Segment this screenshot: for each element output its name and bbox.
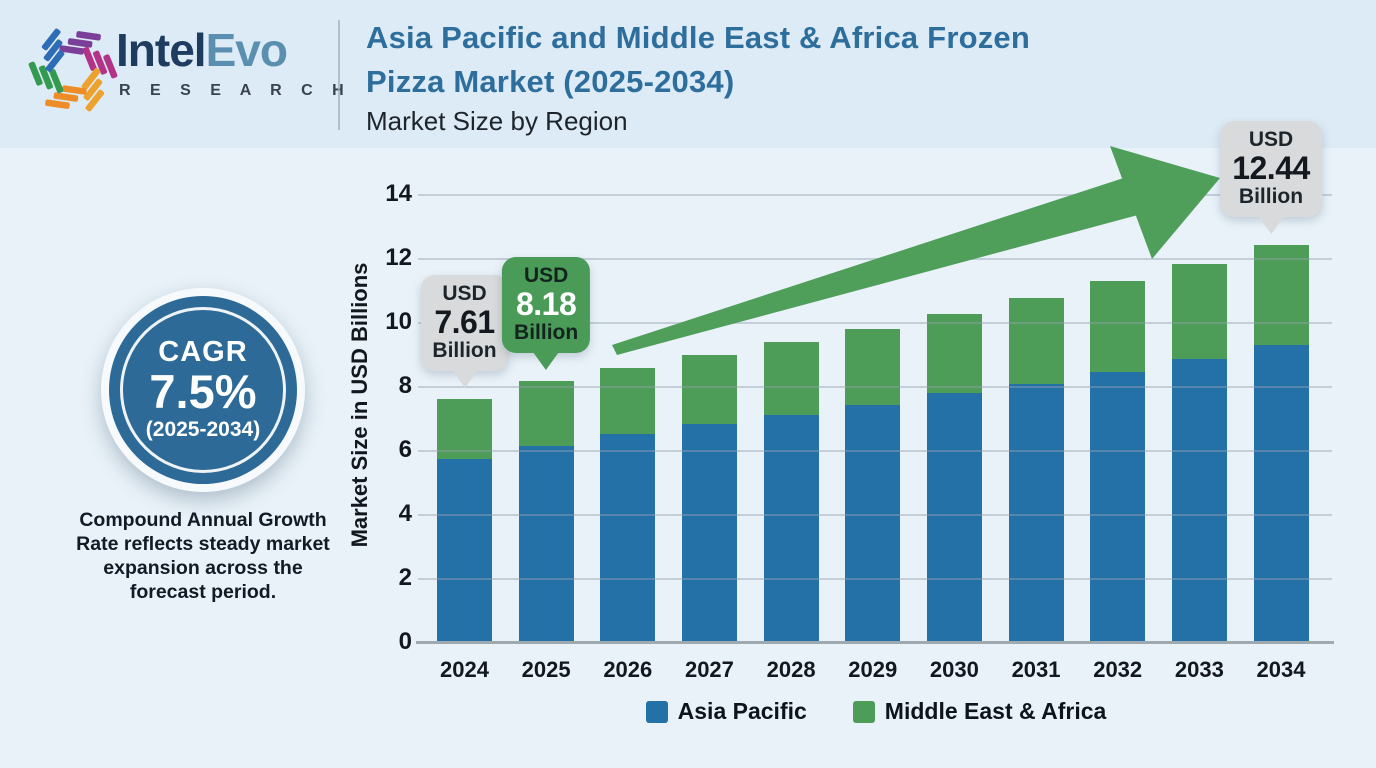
bar-segment-middle-east-africa-2028 [763,342,819,415]
bar-segment-middle-east-africa-2025 [518,381,574,447]
header-band: IntelEvo R E S E A R C H Asia Pacific an… [0,0,1376,148]
legend-item-asia-pacific: Asia Pacific [645,698,807,725]
logo-wordmark-intel: Intel [116,24,207,76]
page-title-line2: Pizza Market (2025-2034) [366,64,735,99]
intelevo-logo-icon [28,28,118,112]
x-tick-label: 2024 [440,657,489,682]
legend-swatch [645,700,668,723]
callout-2024-line1: USD [442,282,487,306]
y-tick-label: 10 [385,308,412,335]
bar-segment-asia-pacific-2024 [437,459,492,643]
bar-segment-middle-east-africa-2030 [926,314,982,394]
legend-swatch [852,700,875,723]
callout-2034-line3: Billion [1238,184,1304,208]
y-tick-label: 12 [385,244,412,271]
bar-segment-middle-east-africa-2034 [1253,244,1309,346]
header-divider [338,20,340,130]
callout-2034-line2: 12.44 [1232,149,1310,186]
x-axis-line [416,641,1334,644]
callout-2025-line2: 8.18 [515,286,577,323]
bar-segment-middle-east-africa-2027 [681,355,737,425]
x-tick-label: 2032 [1093,657,1143,682]
bar-segment-asia-pacific-2030 [926,393,982,643]
growth-arrow-head [1110,146,1220,259]
callout-2025: USD 8.18 Billion [502,257,591,371]
x-tick-label: 2029 [848,657,898,682]
x-tick-label: 2033 [1174,657,1224,682]
legend-item-middle-east-africa: Middle East & Africa [852,698,1107,725]
bar-segment-middle-east-africa-2033 [1171,263,1227,359]
gridline-6 [418,450,1332,452]
callout-2024-line3: Billion [432,339,497,363]
gridline-8 [418,386,1332,388]
callout-2024-line2: 7.61 [434,304,495,341]
y-tick-label: 8 [398,372,412,399]
bar-segment-asia-pacific-2031 [1008,383,1064,643]
logo-wordmark: IntelEvo [116,24,288,76]
y-tick-label: 2 [398,564,412,591]
page-title: Asia Pacific and Middle East & Africa Fr… [366,16,1030,104]
gridline-2 [418,578,1332,580]
gridline-4 [418,514,1332,516]
gridline-14 [418,194,1332,196]
y-tick-label: 0 [398,628,412,655]
bar-segment-asia-pacific-2029 [845,404,901,643]
legend-label: Asia Pacific [677,698,807,724]
x-tick-label: 2034 [1256,657,1306,682]
logo-research-label: R E S E A R C H [119,82,352,99]
cagr-badge-inner: CAGR 7.5% (2025-2034) [109,296,297,484]
callout-2025-line3: Billion [514,321,579,345]
bar-segment-asia-pacific-2025 [518,446,574,643]
page-subtitle: Market Size by Region [366,106,628,136]
chart-legend: Asia Pacific Middle East & Africa [420,698,1332,725]
callout-2034: USD 12.44 Billion [1220,120,1322,234]
x-tick-label: 2026 [603,657,653,682]
growth-arrow-shaft [612,172,1149,355]
bar-segment-middle-east-africa-2026 [600,367,656,435]
bar-segment-asia-pacific-2027 [681,424,737,643]
bar-segment-asia-pacific-2028 [763,414,819,643]
page-title-line1: Asia Pacific and Middle East & Africa Fr… [366,20,1030,55]
cagr-description: Compound Annual Growth Rate reflects ste… [76,509,330,603]
y-tick-label: 6 [398,436,412,463]
x-tick-label: 2028 [766,657,816,682]
x-tick-label: 2025 [521,657,571,682]
x-tick-label: 2030 [929,657,979,682]
bar-segment-asia-pacific-2032 [1090,372,1146,643]
callout-2034-line1: USD [1248,127,1294,151]
bar-segment-asia-pacific-2033 [1171,358,1227,643]
x-tick-label: 2027 [684,657,734,682]
callout-2024: USD 7.61 Billion [420,275,509,389]
callout-tail [1257,215,1284,234]
bar-segment-middle-east-africa-2029 [845,329,901,405]
cagr-badge: CAGR 7.5% (2025-2034) [101,288,305,492]
logo-pinwheel [28,28,118,112]
bar-segment-middle-east-africa-2032 [1090,281,1146,373]
callout-2025-line1: USD [523,264,569,288]
y-tick-label: 4 [398,500,412,527]
legend-label: Middle East & Africa [884,698,1107,724]
callout-tail [533,352,560,371]
bar-segment-asia-pacific-2034 [1253,345,1309,643]
x-tick-label: 2031 [1011,657,1061,682]
bar-segment-middle-east-africa-2024 [437,399,492,460]
bar-segment-middle-east-africa-2031 [1008,298,1064,384]
y-tick-label: 14 [385,180,412,207]
callout-tail [451,370,478,389]
bar-segment-asia-pacific-2026 [600,434,656,643]
logo-wordmark-evo: Evo [205,24,288,76]
